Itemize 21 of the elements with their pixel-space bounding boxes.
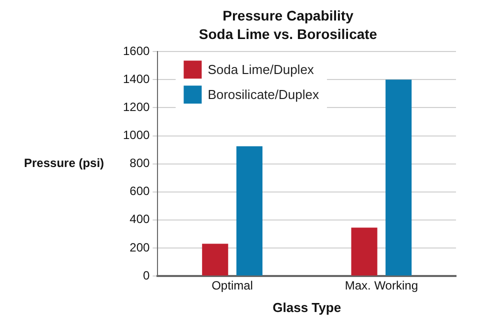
x-tick-label: Optimal: [212, 278, 253, 293]
legend-label: Soda Lime/Duplex: [208, 62, 314, 78]
bar: [386, 80, 412, 276]
y-tick-label: 0: [143, 268, 150, 282]
bar: [236, 146, 262, 276]
legend-label: Borosilicate/Duplex: [208, 87, 320, 102]
y-tick-label: 200: [130, 240, 150, 254]
bar: [351, 228, 378, 276]
y-tick-label: 800: [130, 156, 150, 170]
bar: [202, 244, 228, 276]
y-tick-label: 400: [130, 212, 150, 226]
y-tick-label: 600: [130, 184, 150, 198]
y-tick-label: 1400: [122, 72, 150, 86]
chart-title: Pressure Capability: [222, 7, 354, 24]
y-axis-title: Pressure (psi): [24, 156, 104, 170]
x-tick-label: Max. Working: [344, 278, 418, 293]
x-axis-title: Glass Type: [272, 300, 342, 315]
y-tick-label: 1200: [122, 100, 150, 114]
y-tick-label: 1600: [122, 44, 150, 58]
y-tick-label: 1000: [122, 128, 150, 142]
chart-subtitle: Soda Lime vs. Borosilicate: [198, 26, 378, 42]
